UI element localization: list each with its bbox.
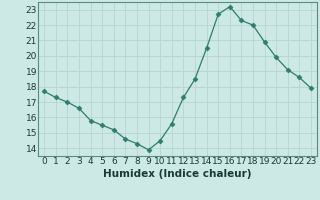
X-axis label: Humidex (Indice chaleur): Humidex (Indice chaleur) [103, 169, 252, 179]
